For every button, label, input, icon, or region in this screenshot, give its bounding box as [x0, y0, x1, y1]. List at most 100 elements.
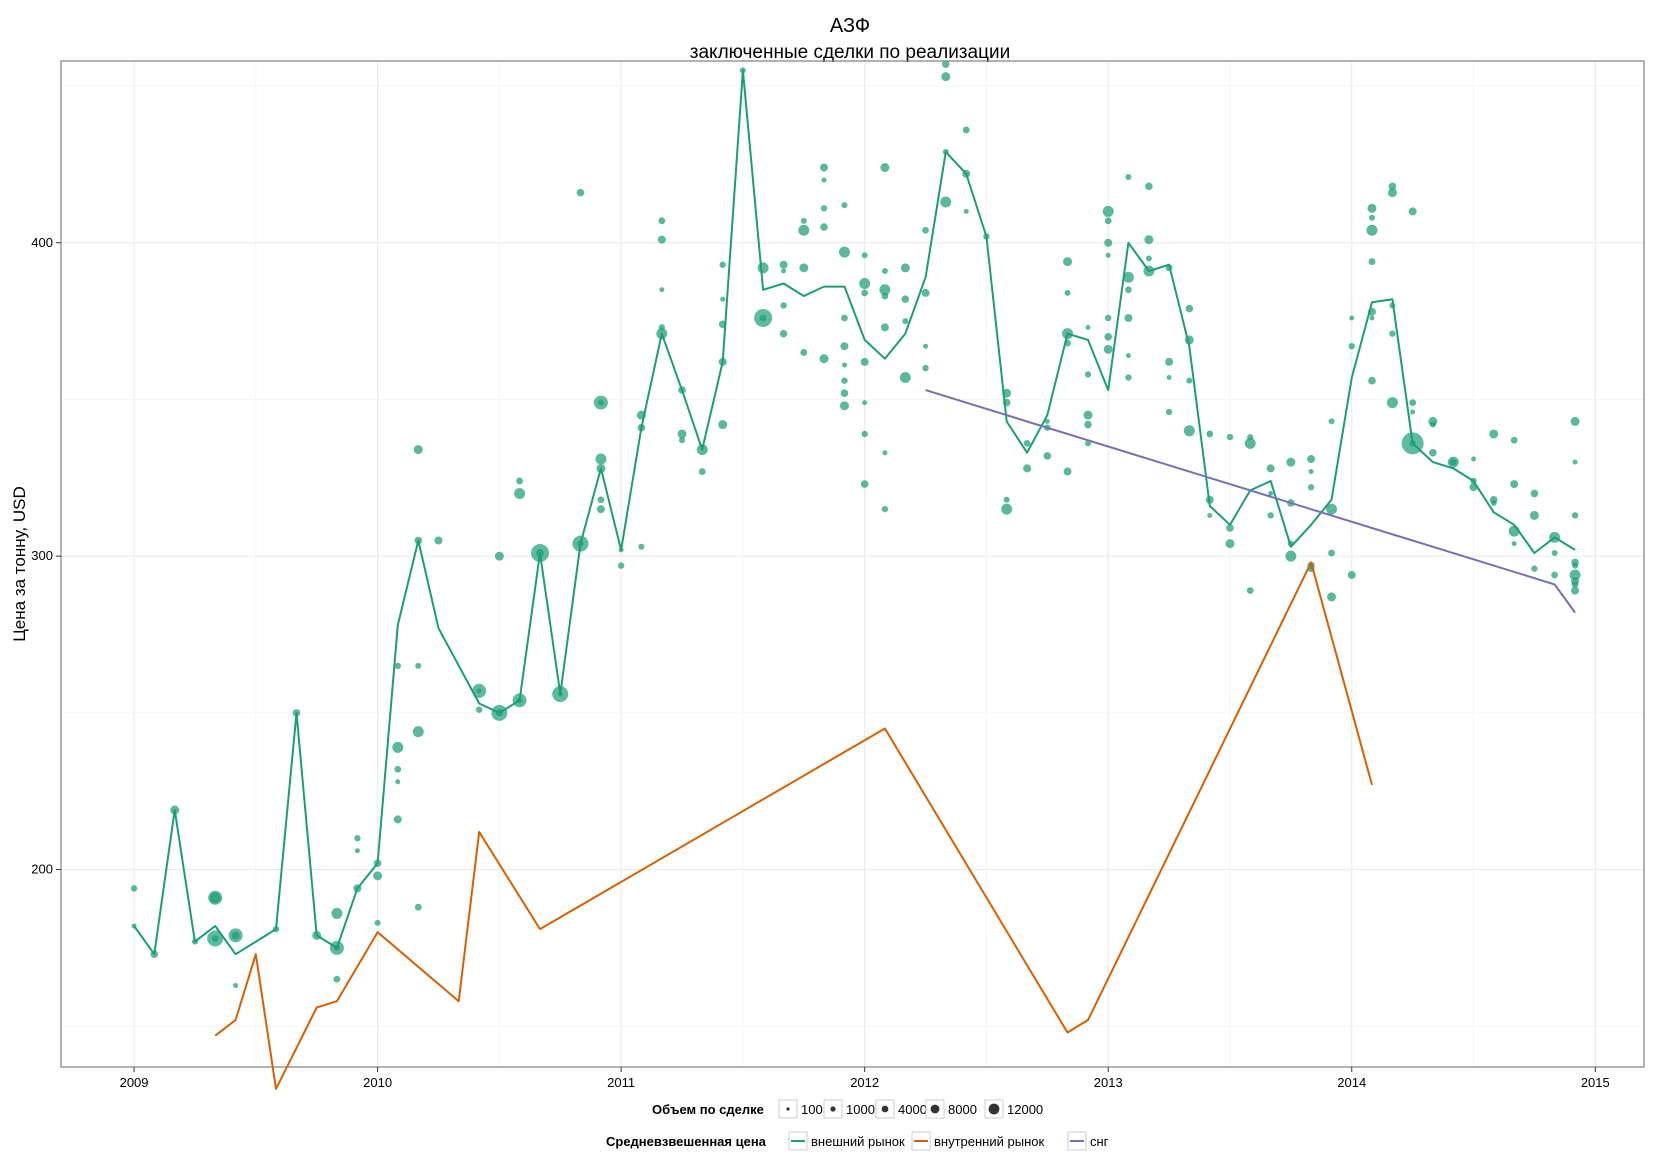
- data-point: [921, 288, 930, 297]
- data-point: [1124, 313, 1133, 322]
- data-point: [799, 263, 809, 273]
- size-legend-dot: [830, 1106, 836, 1112]
- x-tick-label: 2009: [120, 1075, 149, 1090]
- data-point: [1551, 571, 1559, 579]
- data-point: [1125, 286, 1132, 294]
- data-point: [1104, 332, 1113, 341]
- color-legend-label: снг: [1090, 1134, 1109, 1149]
- data-point: [1023, 464, 1032, 473]
- data-point: [596, 505, 605, 514]
- data-point: [1003, 496, 1010, 503]
- data-point: [1043, 452, 1052, 460]
- data-point: [879, 284, 891, 296]
- color-legend-title: Средневзвешенная цена: [606, 1134, 767, 1149]
- series-lines: [133, 69, 1576, 1090]
- data-point: [901, 295, 910, 303]
- data-point: [859, 278, 871, 290]
- data-point: [862, 400, 868, 406]
- data-point: [331, 907, 343, 919]
- data-point: [882, 450, 888, 456]
- data-point: [1389, 330, 1396, 337]
- series-line: [133, 69, 1576, 956]
- data-point: [1266, 464, 1275, 473]
- data-point: [677, 429, 687, 439]
- data-point: [1085, 324, 1091, 330]
- data-point: [800, 217, 807, 224]
- data-point: [820, 205, 828, 212]
- data-point: [354, 848, 360, 854]
- data-point: [839, 401, 849, 411]
- data-point: [1063, 257, 1073, 267]
- color-legend-label: внешний рынок: [811, 1134, 905, 1149]
- data-point: [333, 975, 341, 983]
- series-line: [925, 389, 1576, 614]
- data-point: [922, 226, 929, 234]
- data-point: [1408, 207, 1417, 216]
- data-point: [1326, 503, 1338, 515]
- x-tick-label: 2012: [850, 1075, 879, 1090]
- data-point: [798, 224, 810, 236]
- data-point: [1165, 357, 1174, 366]
- data-point: [820, 223, 828, 231]
- data-point-large: [472, 683, 487, 698]
- data-point: [354, 835, 361, 842]
- data-point: [415, 662, 422, 669]
- data-point: [392, 741, 404, 753]
- data-point: [1511, 541, 1517, 547]
- data-point: [719, 261, 726, 268]
- data-point: [781, 268, 787, 274]
- data-point: [1206, 430, 1214, 438]
- data-point: [1186, 377, 1193, 384]
- data-point: [1449, 458, 1457, 466]
- data-point: [1001, 503, 1013, 515]
- data-point: [779, 329, 788, 338]
- data-point: [861, 252, 868, 259]
- size-legend-dot: [786, 1107, 790, 1111]
- data-point: [374, 919, 381, 926]
- data-point: [394, 765, 402, 773]
- data-point: [1226, 524, 1234, 532]
- data-point: [638, 543, 645, 550]
- data-point: [1083, 410, 1093, 420]
- data-point: [1368, 214, 1375, 221]
- data-point: [698, 468, 706, 475]
- data-point: [1105, 314, 1112, 322]
- panel-border: [60, 60, 1645, 1068]
- data-point: [838, 246, 850, 258]
- data-point: [1347, 570, 1356, 579]
- data-point-large: [593, 395, 608, 410]
- data-point: [1183, 425, 1195, 437]
- data-point: [1085, 440, 1092, 447]
- data-point: [962, 126, 970, 134]
- data-point-large: [228, 928, 243, 943]
- size-legend-label: 1000: [846, 1102, 875, 1117]
- data-point: [1529, 510, 1539, 520]
- data-point: [1410, 409, 1416, 415]
- data-point: [576, 188, 585, 197]
- size-legend-label: 8000: [948, 1102, 977, 1117]
- size-legend-dot: [881, 1105, 889, 1113]
- data-point: [841, 362, 847, 368]
- data-point: [757, 262, 769, 274]
- data-point: [1327, 592, 1337, 602]
- data-point: [1307, 484, 1315, 491]
- data-point: [881, 505, 889, 513]
- data-point: [841, 377, 848, 384]
- data-point: [1207, 512, 1213, 518]
- data-point: [413, 445, 423, 455]
- data-point: [1308, 469, 1314, 475]
- data-point: [1572, 562, 1579, 569]
- data-point: [1226, 433, 1234, 441]
- data-point: [1307, 455, 1316, 464]
- data-point: [1064, 289, 1071, 296]
- data-point: [1349, 315, 1355, 321]
- data-point: [861, 430, 868, 438]
- axes: 2009 2010 2011 2012 2013 2014 2015 200 300 400: [31, 235, 1609, 1090]
- data-point: [881, 292, 889, 300]
- data-point: [1144, 235, 1154, 245]
- y-tick-label: 300: [31, 548, 53, 563]
- data-point: [1368, 258, 1376, 265]
- grid: [61, 61, 1644, 1067]
- data-point: [880, 163, 890, 173]
- y-axis-title: Цена за тонну, USD: [10, 486, 29, 642]
